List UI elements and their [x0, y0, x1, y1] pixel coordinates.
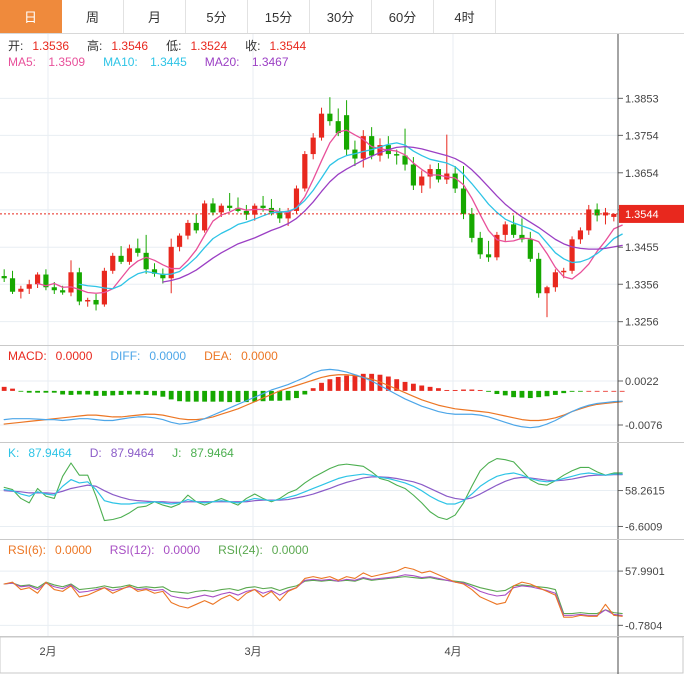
tab-60min-label: 60分 — [388, 10, 417, 25]
svg-text:58.2615: 58.2615 — [625, 486, 665, 498]
tab-60min[interactable]: 60分 — [372, 0, 434, 33]
tab-15min[interactable]: 15分 — [248, 0, 310, 33]
tab-4hour-label: 4时 — [454, 10, 475, 25]
tab-day-label: 日 — [23, 10, 37, 25]
svg-text:1.3256: 1.3256 — [625, 317, 659, 329]
price-chart-svg: 1.38531.37541.36541.35551.34551.33561.32… — [0, 34, 684, 345]
tab-day[interactable]: 日 — [0, 0, 62, 33]
svg-text:1.3544: 1.3544 — [625, 209, 659, 221]
tab-30min-label: 30分 — [326, 10, 355, 25]
tab-15min-label: 15分 — [264, 10, 293, 25]
svg-text:1.3654: 1.3654 — [625, 168, 659, 180]
svg-text:1.3455: 1.3455 — [625, 242, 659, 254]
rsi-chart-svg: 57.9901 -0.7804 — [0, 540, 665, 636]
svg-text:2月: 2月 — [39, 646, 56, 658]
tab-4hour[interactable]: 4时 — [434, 0, 496, 33]
svg-text:1.3356: 1.3356 — [625, 279, 659, 291]
svg-text:57.9901: 57.9901 — [625, 566, 665, 578]
tab-30min[interactable]: 30分 — [310, 0, 372, 33]
tab-week[interactable]: 周 — [62, 0, 124, 33]
time-axis-svg: 2月 3月 4月 — [0, 637, 684, 674]
rsi-panel[interactable]: RSI(6): 0.0000 RSI(12): 0.0000 RSI(24): 0.000… — [0, 540, 684, 637]
svg-text:-0.0076: -0.0076 — [625, 420, 662, 432]
price-chart-panel[interactable]: 开: 1.3536 高: 1.3546 低: 1.3524 收: 1.3544 MA5: 1.… — [0, 34, 684, 346]
tab-month[interactable]: 月 — [124, 0, 186, 33]
time-axis-panel: 2月 3月 4月 — [0, 637, 684, 674]
svg-text:3月: 3月 — [244, 646, 261, 658]
tab-month-label: 月 — [147, 10, 161, 25]
tab-week-label: 周 — [85, 10, 99, 25]
timeframe-tabbar: 日 周 月 5分 15分 30分 60分 4时 — [0, 0, 684, 34]
tabbar-filler — [496, 0, 684, 33]
kdj-chart-svg: 58.2615 -6.6009 — [0, 443, 665, 539]
svg-text:1.3754: 1.3754 — [625, 130, 659, 142]
svg-text:-0.7804: -0.7804 — [625, 620, 662, 632]
svg-text:0.0022: 0.0022 — [625, 376, 659, 388]
svg-text:-6.6009: -6.6009 — [625, 521, 662, 533]
tab-5min-label: 5分 — [206, 10, 227, 25]
svg-text:4月: 4月 — [444, 646, 461, 658]
kdj-panel[interactable]: K: 87.9464 D: 87.9464 J: 87.9464 58.2615 -6.60… — [0, 443, 684, 540]
tab-5min[interactable]: 5分 — [186, 0, 248, 33]
chart-stack: 开: 1.3536 高: 1.3546 低: 1.3524 收: 1.3544 MA5: 1.… — [0, 34, 684, 674]
svg-text:1.3853: 1.3853 — [625, 93, 659, 105]
macd-chart-svg: 0.0022 -0.0076 — [0, 346, 662, 442]
macd-panel[interactable]: MACD: 0.0000 DIFF: 0.0000 DEA: 0.0000 0.0022-… — [0, 346, 684, 443]
